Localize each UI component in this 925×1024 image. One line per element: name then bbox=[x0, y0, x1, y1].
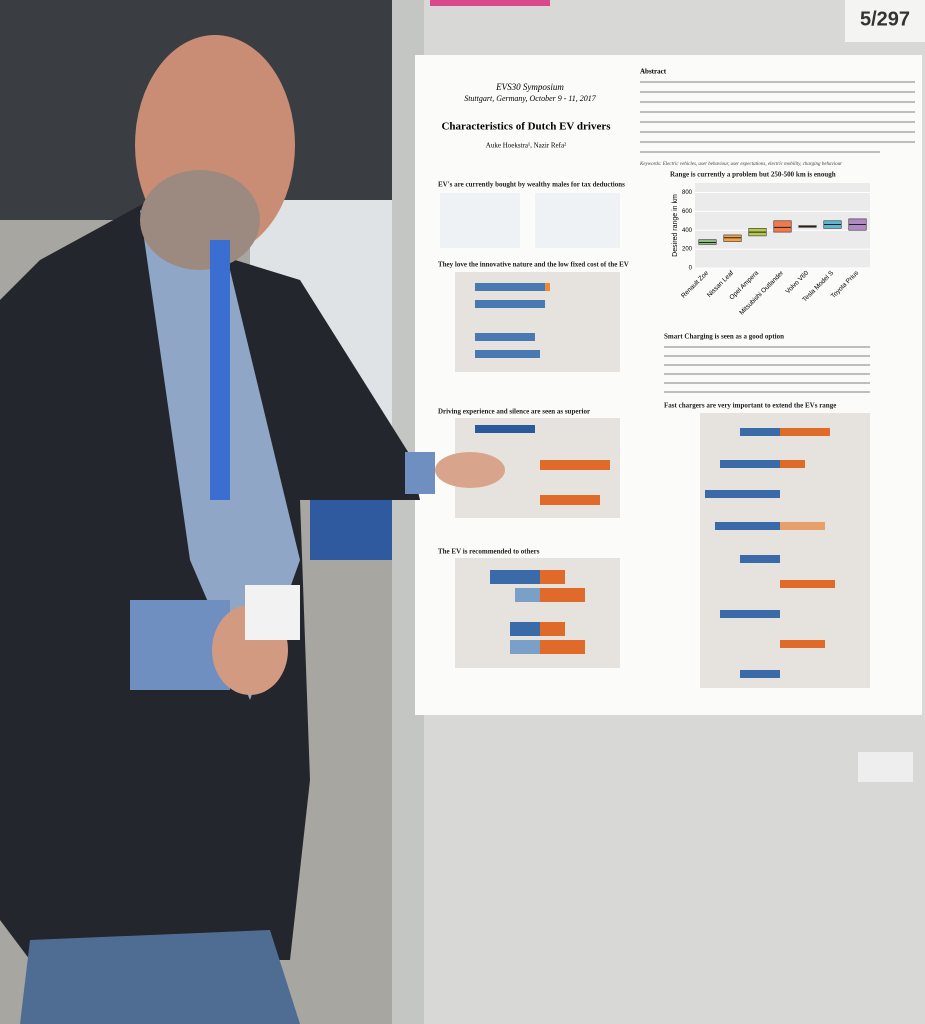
poster-title: Characteristics of Dutch EV drivers bbox=[441, 121, 611, 133]
place-date: Stuttgart, Germany, October 9 - 11, 2017 bbox=[464, 94, 597, 103]
y-tick-label: 400 bbox=[682, 228, 693, 234]
authors: Auke Hoekstra¹, Nazir Refa² bbox=[486, 142, 566, 150]
section-heading: EV's are currently bought by wealthy mal… bbox=[438, 181, 625, 189]
smart-charging-body bbox=[664, 346, 870, 393]
section-heading: Range is currently a problem but 250-500… bbox=[670, 171, 836, 179]
bar-decor bbox=[475, 283, 835, 678]
top-strip bbox=[430, 0, 550, 6]
y-axis-label: Desired range in km bbox=[672, 194, 679, 257]
section-heading: Driving experience and silence are seen … bbox=[438, 408, 590, 416]
y-tick-label: 0 bbox=[689, 266, 693, 272]
box bbox=[773, 220, 792, 233]
label-sign bbox=[858, 752, 913, 782]
keywords: Keywords: Electric vehicles, user behavi… bbox=[639, 162, 842, 167]
abstract-body bbox=[640, 81, 915, 153]
section-heading: The EV is recommended to others bbox=[438, 548, 540, 556]
page-badge: 5/297 bbox=[860, 8, 910, 30]
abstract-heading: Abstract bbox=[640, 68, 667, 76]
y-tick-label: 600 bbox=[682, 209, 693, 215]
section-heading: Fast chargers are very important to exte… bbox=[664, 402, 836, 410]
figure bbox=[440, 193, 520, 248]
figure bbox=[535, 193, 620, 248]
badge bbox=[845, 0, 925, 42]
venue: EVS30 Symposium bbox=[495, 82, 564, 92]
section-heading: They love the innovative nature and the … bbox=[438, 261, 629, 269]
booth-floor bbox=[310, 500, 400, 560]
person bbox=[0, 35, 505, 1024]
y-tick-label: 200 bbox=[682, 247, 693, 253]
y-tick-label: 800 bbox=[682, 190, 693, 196]
section-heading: Smart Charging is seen as a good option bbox=[664, 333, 784, 341]
